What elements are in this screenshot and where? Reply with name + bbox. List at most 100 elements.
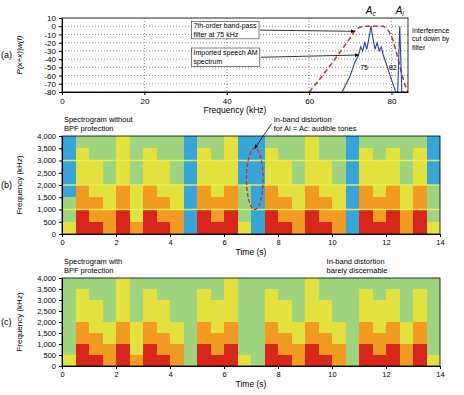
cell <box>157 210 171 222</box>
cell <box>170 161 184 173</box>
cell <box>238 311 252 322</box>
cell <box>305 161 319 173</box>
cell <box>211 333 225 344</box>
cell <box>224 311 238 322</box>
cell <box>103 197 117 209</box>
y-grid-line <box>62 83 408 84</box>
cell <box>332 185 346 197</box>
cell <box>143 278 157 289</box>
cell <box>103 355 117 366</box>
y-tick-mark <box>59 43 62 44</box>
cell <box>197 322 211 333</box>
cell <box>76 278 90 289</box>
cell <box>319 322 333 333</box>
cell <box>211 278 225 289</box>
cell <box>89 322 103 333</box>
cell <box>386 161 400 173</box>
x-tick-label: 10 <box>328 238 336 247</box>
cell <box>170 355 184 366</box>
x-axis-title: Time (s) <box>236 247 267 257</box>
cell <box>130 210 144 222</box>
cell <box>89 185 103 197</box>
cell <box>116 222 130 234</box>
cell <box>76 173 90 185</box>
cell <box>386 300 400 311</box>
cell <box>305 322 319 333</box>
y-tick-mark <box>59 67 62 68</box>
cell <box>157 161 171 173</box>
annotation-text: 7th-order band-pass <box>193 22 257 30</box>
x-axis-line <box>63 366 441 367</box>
cell <box>373 185 387 197</box>
y-tick-mark <box>59 51 62 52</box>
cell <box>265 344 279 355</box>
series-line <box>309 26 408 92</box>
cell <box>251 210 265 222</box>
annotation: Interferencecut down byfilter <box>412 27 450 51</box>
cell <box>427 344 441 355</box>
cell <box>103 344 117 355</box>
cell <box>157 222 171 234</box>
cell <box>76 148 90 160</box>
y-tick-mark <box>59 26 62 27</box>
cell <box>157 355 171 366</box>
x-tick-mark <box>278 234 279 237</box>
y-tick: 2,000 <box>37 318 62 327</box>
annotation-box <box>191 21 259 39</box>
cell <box>305 197 319 209</box>
cell <box>184 222 198 234</box>
cell <box>130 344 144 355</box>
cell <box>251 355 265 366</box>
cell <box>238 136 252 148</box>
plot-background <box>62 136 440 234</box>
cell <box>130 197 144 209</box>
annotation: 7th-order band-passfilter at 75 kHz <box>191 21 259 39</box>
cell <box>373 300 387 311</box>
cell <box>373 344 387 355</box>
x-tick-mark <box>224 366 225 369</box>
y-tick-label: -80 <box>44 88 56 97</box>
cell <box>319 333 333 344</box>
cell <box>116 173 130 185</box>
cell <box>211 136 225 148</box>
cell <box>373 173 387 185</box>
cell <box>251 278 265 289</box>
cell <box>265 322 279 333</box>
cell <box>319 344 333 355</box>
cell <box>400 289 414 300</box>
cell <box>143 322 157 333</box>
y-tick-mark <box>59 18 62 19</box>
cell <box>238 210 252 222</box>
cell <box>76 322 90 333</box>
cell <box>359 222 373 234</box>
cell <box>427 173 441 185</box>
cell <box>359 333 373 344</box>
cell <box>184 148 198 160</box>
x-tick-mark <box>224 234 225 237</box>
cell <box>400 136 414 148</box>
cell <box>265 210 279 222</box>
cell <box>103 333 117 344</box>
y-tick-mark <box>59 344 62 345</box>
x-tick: 0 <box>60 92 65 106</box>
annotation: Imported speech AMspectrum <box>191 48 259 67</box>
x-axis-title: Frequency (kHz) <box>204 105 267 115</box>
cell <box>319 197 333 209</box>
cell <box>116 185 130 197</box>
cell <box>238 300 252 311</box>
cell <box>197 311 211 322</box>
plot-frame <box>62 18 408 92</box>
cell <box>103 136 117 148</box>
y-tick-mark <box>59 355 62 356</box>
cell <box>319 289 333 300</box>
cell <box>170 148 184 160</box>
cell <box>238 222 252 234</box>
cell <box>346 289 360 300</box>
y-tick: 1,000 <box>37 340 62 349</box>
cell <box>278 311 292 322</box>
y-tick: 1,500 <box>37 329 62 338</box>
cell <box>265 197 279 209</box>
cell <box>319 300 333 311</box>
cell <box>359 210 373 222</box>
cell <box>143 173 157 185</box>
